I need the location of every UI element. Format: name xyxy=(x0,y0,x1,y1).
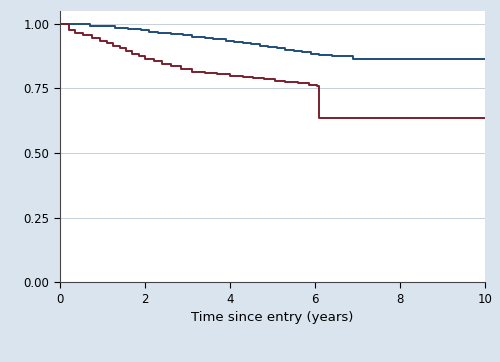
Controls xyxy=(291,49,297,53)
T2DM xyxy=(89,36,95,40)
Controls xyxy=(308,51,314,56)
Controls xyxy=(202,36,207,40)
Controls xyxy=(257,43,263,48)
T2DM xyxy=(316,116,322,120)
T2DM xyxy=(142,56,148,61)
T2DM xyxy=(104,41,110,45)
Controls xyxy=(168,32,173,36)
T2DM xyxy=(261,77,267,81)
T2DM xyxy=(98,38,103,43)
T2DM xyxy=(482,116,488,120)
T2DM xyxy=(314,84,320,88)
T2DM xyxy=(66,28,71,33)
Line: T2DM: T2DM xyxy=(60,24,485,118)
Controls xyxy=(265,45,271,49)
T2DM xyxy=(227,73,233,78)
Controls xyxy=(282,47,288,52)
Controls xyxy=(231,40,237,44)
Controls xyxy=(57,22,63,26)
Controls xyxy=(180,33,186,38)
T2DM xyxy=(110,43,116,48)
Controls xyxy=(138,28,144,33)
T2DM xyxy=(150,59,156,63)
T2DM xyxy=(189,70,195,74)
Controls xyxy=(100,24,105,29)
Line: Controls: Controls xyxy=(60,24,485,59)
T2DM xyxy=(123,49,129,53)
Controls xyxy=(78,22,84,26)
T2DM xyxy=(282,80,288,84)
T2DM xyxy=(214,72,220,76)
Controls xyxy=(210,37,216,42)
T2DM xyxy=(72,31,78,35)
X-axis label: Time since entry (years): Time since entry (years) xyxy=(192,311,354,324)
T2DM xyxy=(168,64,173,69)
Controls xyxy=(329,54,335,58)
Controls xyxy=(274,46,280,51)
Controls xyxy=(240,41,246,45)
Controls xyxy=(155,31,161,35)
T2DM xyxy=(306,83,312,87)
Controls xyxy=(125,27,131,31)
T2DM xyxy=(295,81,301,85)
Controls xyxy=(350,56,356,61)
T2DM xyxy=(136,54,141,58)
Controls xyxy=(223,38,229,43)
Controls xyxy=(354,56,360,61)
T2DM xyxy=(202,71,207,75)
Controls xyxy=(299,50,305,54)
T2DM xyxy=(57,22,63,26)
T2DM xyxy=(116,46,122,51)
T2DM xyxy=(178,67,184,71)
Controls xyxy=(112,25,118,30)
T2DM xyxy=(159,62,165,66)
Controls xyxy=(87,24,93,29)
Controls xyxy=(146,29,152,34)
T2DM xyxy=(129,51,135,56)
Controls xyxy=(248,42,254,47)
T2DM xyxy=(367,116,373,120)
Controls xyxy=(316,52,322,57)
T2DM xyxy=(80,33,86,38)
T2DM xyxy=(250,76,256,80)
Controls xyxy=(482,56,488,61)
T2DM xyxy=(272,79,278,83)
Controls xyxy=(189,34,195,39)
T2DM xyxy=(240,75,246,79)
